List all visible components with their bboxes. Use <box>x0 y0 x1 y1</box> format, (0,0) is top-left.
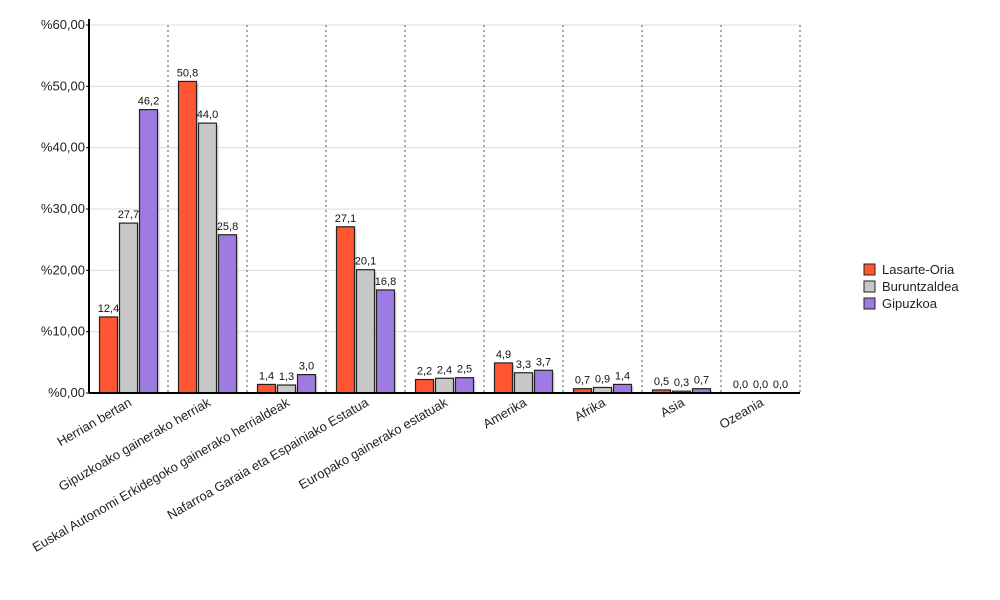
data-labels: 12,4 27,7 46,2 50,8 44,0 25,8 1,4 1,3 3,0 27,1 20,… <box>98 67 788 391</box>
data-label: 0,0 <box>733 379 748 391</box>
bar <box>217 234 238 394</box>
bar <box>138 109 159 394</box>
legend-label: Gipuzkoa <box>882 296 938 311</box>
data-label: 27,7 <box>118 209 139 221</box>
legend: Lasarte-Oria Buruntzaldea Gipuzkoa <box>863 262 959 311</box>
data-label: 46,2 <box>138 96 159 108</box>
data-label: 2,2 <box>417 366 432 378</box>
bar <box>296 374 317 394</box>
x-tick-label: Gipuzkoako gainerako herriak <box>56 394 214 494</box>
bar <box>612 383 633 394</box>
x-tick-label: Amerika <box>480 394 529 431</box>
data-label: 12,4 <box>98 303 119 315</box>
bars <box>98 80 713 394</box>
data-label: 0,7 <box>575 375 590 387</box>
data-label: 0,9 <box>595 373 610 385</box>
x-tick-label: Asia <box>658 394 688 420</box>
legend-swatch <box>863 263 876 276</box>
data-label: 4,9 <box>496 349 511 361</box>
axes <box>86 19 800 394</box>
y-tick-label: %60,00 <box>41 17 85 32</box>
bar <box>513 372 534 394</box>
data-label: 3,3 <box>516 359 531 371</box>
legend-label: Lasarte-Oria <box>882 262 955 277</box>
bar <box>118 222 139 394</box>
data-label: 0,3 <box>674 377 689 389</box>
data-label: 0,0 <box>753 379 768 391</box>
legend-swatch <box>863 280 876 293</box>
legend-swatch <box>863 297 876 310</box>
bar <box>177 80 198 394</box>
y-tick-label: %50,00 <box>41 78 85 93</box>
bar <box>197 122 218 394</box>
bar <box>355 269 376 394</box>
bar <box>434 377 455 394</box>
x-tick-label: Afrika <box>572 394 609 424</box>
data-label: 3,0 <box>299 361 314 373</box>
data-label: 1,3 <box>279 371 294 383</box>
data-label: 0,7 <box>694 375 709 387</box>
x-tick-label: Europako gainerako estatuak <box>296 394 450 492</box>
x-tick-label: Ozeania <box>717 394 767 432</box>
y-tick-label: %30,00 <box>41 201 85 216</box>
bar <box>533 369 554 394</box>
data-label: 27,1 <box>335 213 356 225</box>
bar <box>375 289 396 394</box>
data-label: 50,8 <box>177 67 198 79</box>
y-tick-label: %40,00 <box>41 140 85 155</box>
y-tick-label: %0,00 <box>48 385 85 400</box>
data-label: 2,5 <box>457 364 472 376</box>
bar <box>454 377 475 394</box>
data-label: 20,1 <box>355 256 376 268</box>
data-label: 25,8 <box>217 221 238 233</box>
data-label: 44,0 <box>197 109 218 121</box>
bar <box>98 316 119 394</box>
bar <box>335 226 356 394</box>
data-label: 16,8 <box>375 276 396 288</box>
legend-label: Buruntzaldea <box>882 279 959 294</box>
y-tick-label: %10,00 <box>41 324 85 339</box>
y-tick-label: %20,00 <box>41 262 85 277</box>
data-label: 0,5 <box>654 376 669 388</box>
bar <box>493 362 514 394</box>
bar <box>276 384 297 394</box>
bar <box>256 383 277 394</box>
x-tick-label: Herrian bertan <box>55 395 134 450</box>
data-label: 0,0 <box>773 379 788 391</box>
bar <box>414 378 435 394</box>
data-label: 1,4 <box>259 370 274 382</box>
data-label: 3,7 <box>536 356 551 368</box>
data-label: 2,4 <box>437 364 452 376</box>
data-label: 1,4 <box>615 370 630 382</box>
y-tick-labels: %0,00 %10,00 %20,00 %30,00 %40,00 %50,00 %60,0… <box>41 17 85 400</box>
